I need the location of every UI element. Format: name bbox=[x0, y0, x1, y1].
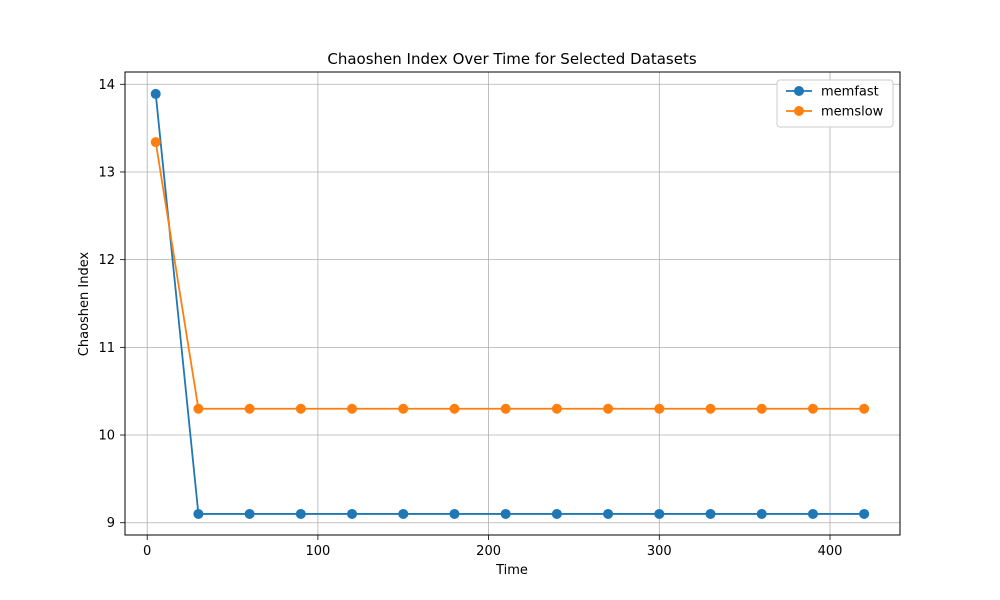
data-point-memslow bbox=[398, 403, 409, 414]
x-tick-label: 200 bbox=[476, 544, 501, 559]
x-axis-label: Time bbox=[495, 563, 528, 578]
legend: memfast memslow bbox=[776, 79, 894, 128]
data-point-memfast bbox=[244, 508, 255, 519]
chart-title: Chaoshen Index Over Time for Selected Da… bbox=[327, 50, 696, 68]
data-point-memfast bbox=[603, 508, 614, 519]
series-layer bbox=[150, 88, 870, 519]
x-tick-label: 400 bbox=[818, 544, 843, 559]
data-point-memfast bbox=[654, 508, 665, 519]
data-point-memfast bbox=[295, 508, 306, 519]
data-point-memslow bbox=[705, 403, 716, 414]
y-tick-label: 13 bbox=[98, 165, 115, 180]
x-tick-label: 300 bbox=[647, 544, 672, 559]
y-axis-label: Chaoshen Index bbox=[77, 251, 92, 356]
x-tick-label: 100 bbox=[305, 544, 330, 559]
data-point-memslow bbox=[347, 403, 358, 414]
data-point-memfast bbox=[705, 508, 716, 519]
data-point-memfast bbox=[193, 508, 204, 519]
data-point-memslow bbox=[449, 403, 460, 414]
data-point-memslow bbox=[193, 403, 204, 414]
x-tick-label: 0 bbox=[143, 544, 151, 559]
series-memslow bbox=[150, 137, 870, 414]
legend-marker-memfast bbox=[794, 86, 804, 96]
data-point-memslow bbox=[654, 403, 665, 414]
data-point-memslow bbox=[859, 403, 870, 414]
data-point-memslow bbox=[244, 403, 255, 414]
data-point-memslow bbox=[807, 403, 818, 414]
data-point-memfast bbox=[500, 508, 511, 519]
data-point-memslow bbox=[150, 137, 161, 148]
data-point-memfast bbox=[449, 508, 460, 519]
data-point-memfast bbox=[807, 508, 818, 519]
x-axis: 0 100 200 300 400 bbox=[143, 535, 842, 559]
data-point-memslow bbox=[756, 403, 767, 414]
data-point-memfast bbox=[551, 508, 562, 519]
data-point-memslow bbox=[551, 403, 562, 414]
plot-background bbox=[125, 72, 900, 535]
y-tick-label: 14 bbox=[98, 78, 115, 93]
data-point-memslow bbox=[500, 403, 511, 414]
data-point-memfast bbox=[859, 508, 870, 519]
plot-frame bbox=[124, 71, 901, 536]
legend-label-memslow: memslow bbox=[821, 105, 884, 120]
y-tick-label: 12 bbox=[98, 253, 115, 268]
data-point-memfast bbox=[347, 508, 358, 519]
data-point-memfast bbox=[398, 508, 409, 519]
y-tick-label: 9 bbox=[107, 516, 115, 531]
series-memfast bbox=[150, 88, 870, 519]
legend-label-memfast: memfast bbox=[821, 85, 879, 100]
data-point-memfast bbox=[150, 88, 161, 99]
plot-area bbox=[124, 71, 901, 536]
y-tick-label: 10 bbox=[98, 429, 115, 444]
data-point-memslow bbox=[295, 403, 306, 414]
legend-marker-memslow bbox=[794, 106, 804, 116]
data-point-memslow bbox=[603, 403, 614, 414]
x-gridlines bbox=[146, 72, 831, 535]
y-gridlines bbox=[125, 83, 900, 524]
y-tick-label: 11 bbox=[98, 341, 115, 356]
data-point-memfast bbox=[756, 508, 767, 519]
y-axis: 9 10 11 12 13 14 bbox=[98, 78, 125, 531]
